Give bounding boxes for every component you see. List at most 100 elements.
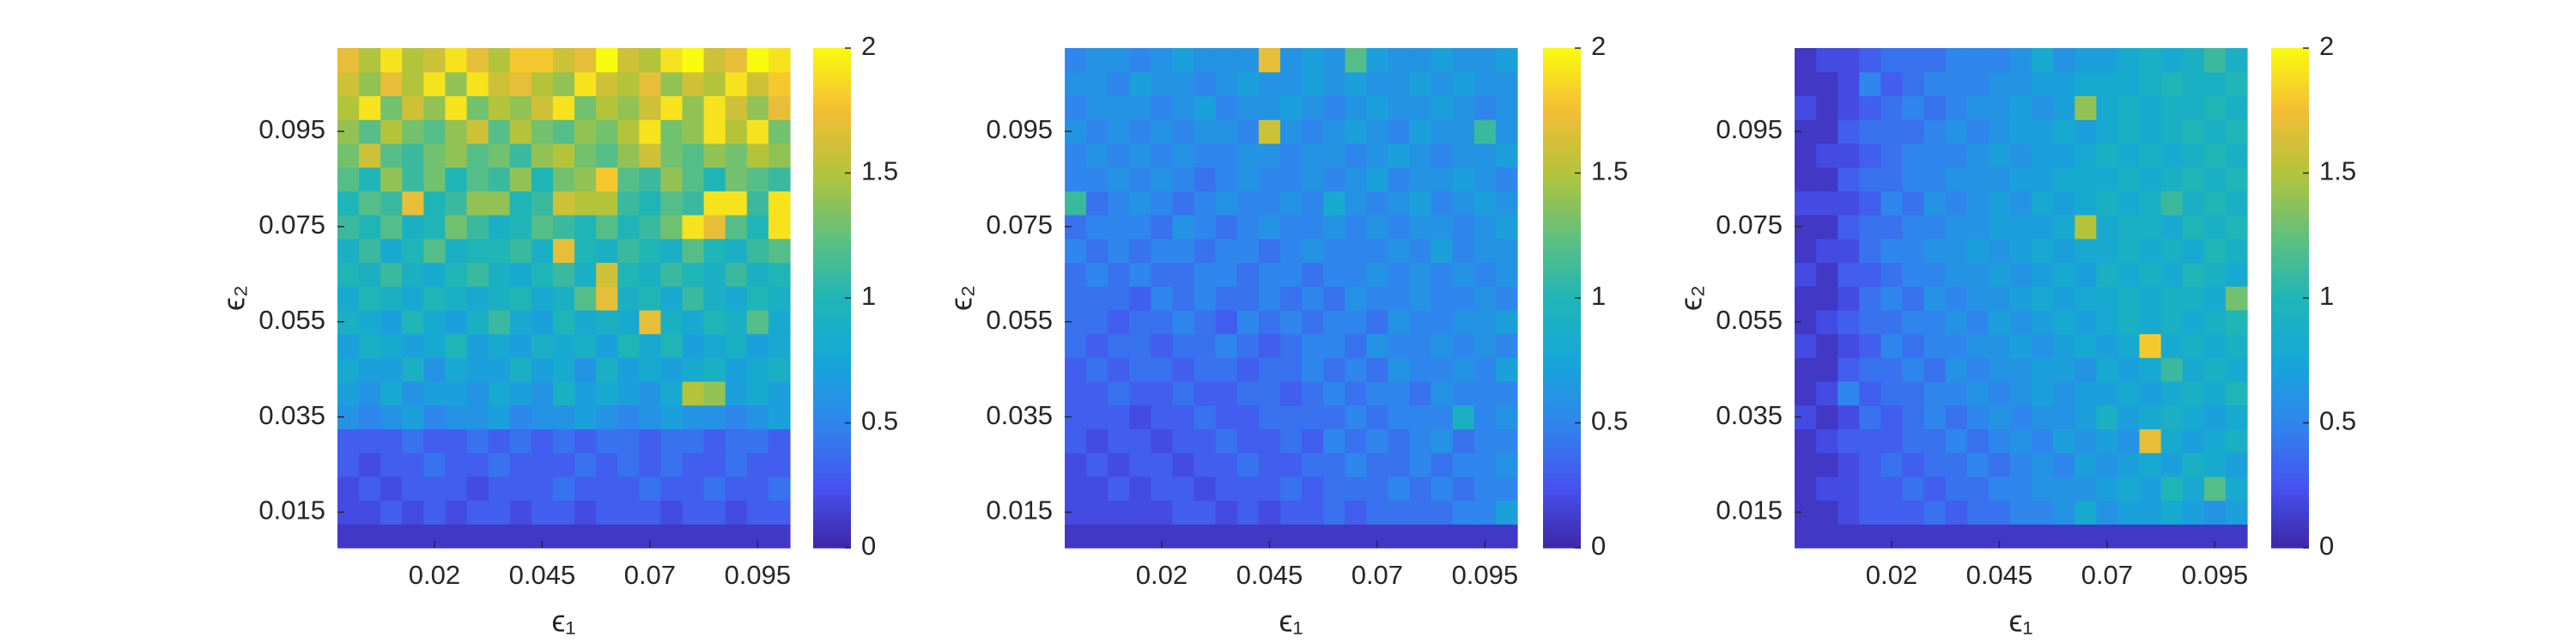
colorbar-tick-label: 1 — [1591, 281, 1606, 311]
heatmap-cell — [1366, 262, 1389, 287]
heatmap-cell — [1495, 143, 1518, 168]
heatmap-cell — [1172, 404, 1195, 430]
colorbar-swatch — [2271, 60, 2309, 65]
heatmap-cell — [1323, 71, 1346, 97]
heatmap-cell — [445, 119, 468, 144]
x-axis-label: ϵ₁ — [1279, 604, 1303, 639]
heatmap-cell — [1258, 48, 1281, 73]
heatmap-cell — [402, 357, 424, 382]
heatmap-cell — [1215, 500, 1238, 525]
heatmap-cell — [1065, 524, 1087, 549]
heatmap-cell — [1194, 238, 1217, 264]
heatmap-cell — [1880, 95, 1904, 120]
heatmap-cell — [1431, 404, 1454, 430]
heatmap-cell — [768, 262, 791, 287]
heatmap-cell — [1086, 238, 1109, 264]
heatmap-cell — [1409, 476, 1432, 501]
heatmap-cell — [1816, 286, 1838, 311]
heatmap-cell — [2096, 119, 2119, 144]
heatmap-cell — [2139, 381, 2162, 406]
heatmap-cell — [574, 286, 597, 311]
heatmap-cell — [2075, 524, 2097, 549]
heatmap-cell — [746, 309, 769, 335]
heatmap-cell — [445, 238, 468, 264]
x-tick-label: 0.045 — [1236, 560, 1303, 590]
heatmap-cell — [1880, 48, 1904, 73]
heatmap-cell — [402, 428, 424, 453]
heatmap-cell — [1838, 167, 1860, 191]
colorbar-swatch — [2271, 414, 2309, 420]
heatmap-cell — [337, 381, 360, 406]
heatmap-cell — [1988, 119, 2011, 144]
heatmap-cell — [1129, 286, 1151, 311]
colorbar-swatch — [1543, 326, 1581, 332]
heatmap-cell — [1129, 453, 1151, 477]
heatmap-cell — [1452, 143, 1475, 168]
colorbar-swatch — [2271, 472, 2309, 478]
heatmap-cell — [509, 333, 532, 358]
colorbar-swatch — [813, 160, 851, 166]
heatmap-cell — [1923, 357, 1947, 382]
heatmap-cell — [1172, 71, 1195, 97]
heatmap-cell — [466, 238, 489, 264]
heatmap-cell — [1323, 476, 1346, 501]
heatmap-cell — [445, 191, 468, 216]
colorbar-swatch — [813, 173, 851, 178]
heatmap-cell — [2139, 309, 2162, 335]
heatmap-cell — [746, 286, 769, 311]
colorbar-swatch — [1543, 447, 1581, 453]
heatmap-cell — [1108, 309, 1130, 335]
heatmap-cell — [746, 143, 769, 168]
colorbar-swatch — [813, 414, 851, 420]
colorbar-swatch — [813, 164, 851, 170]
heatmap-cell — [1988, 357, 2011, 382]
heatmap-cell — [1345, 524, 1367, 549]
colorbar-swatch — [1543, 143, 1581, 149]
heatmap-cell — [2009, 71, 2032, 97]
heatmap-cell — [2225, 71, 2248, 97]
colorbar-swatch — [813, 418, 851, 424]
heatmap-cell — [682, 48, 705, 73]
heatmap-cell — [1409, 48, 1432, 73]
heatmap-cell — [445, 476, 468, 501]
heatmap-cell — [1388, 357, 1411, 382]
heatmap-cell — [466, 381, 489, 406]
colorbar-swatch — [2271, 422, 2309, 428]
heatmap-cell — [1236, 286, 1260, 311]
heatmap-cell — [1086, 286, 1109, 311]
colorbar-swatch — [813, 52, 851, 58]
colorbar-swatch — [2271, 514, 2309, 519]
heatmap-cell — [746, 191, 769, 216]
heatmap-cell — [2139, 71, 2162, 97]
colorbar-swatch — [1543, 422, 1581, 428]
heatmap-cell — [2225, 381, 2248, 406]
heatmap-cell — [1345, 357, 1367, 382]
heatmap-cell — [1966, 143, 1990, 168]
heatmap-cell — [552, 167, 575, 191]
heatmap-cell — [1172, 500, 1195, 525]
heatmap-cell — [660, 286, 683, 311]
heatmap-cell — [359, 119, 381, 144]
heatmap-cell — [2225, 524, 2248, 549]
colorbar-swatch — [1543, 465, 1581, 470]
heatmap-cell — [1366, 381, 1389, 406]
colorbar-swatch — [2271, 456, 2309, 461]
heatmap-cell — [1345, 262, 1367, 287]
heatmap-cell — [531, 476, 554, 501]
heatmap-cell — [2203, 333, 2227, 358]
heatmap-cell — [402, 167, 424, 191]
colorbar-swatch — [813, 514, 851, 519]
heatmap-cell — [2203, 404, 2227, 430]
heatmap-cell — [682, 119, 705, 144]
heatmap-cell — [1366, 309, 1389, 335]
colorbar-swatch — [1543, 306, 1581, 312]
heatmap-cell — [768, 500, 791, 525]
heatmap-cell — [617, 215, 640, 240]
heatmap-cell — [466, 262, 489, 287]
heatmap-cell — [1495, 357, 1518, 382]
y-tick-label: 0.075 — [986, 210, 1053, 240]
heatmap-cell — [2009, 357, 2032, 382]
heatmap-cell — [1859, 524, 1881, 549]
heatmap-cell — [423, 476, 447, 501]
heatmap-cell — [1945, 191, 1968, 216]
